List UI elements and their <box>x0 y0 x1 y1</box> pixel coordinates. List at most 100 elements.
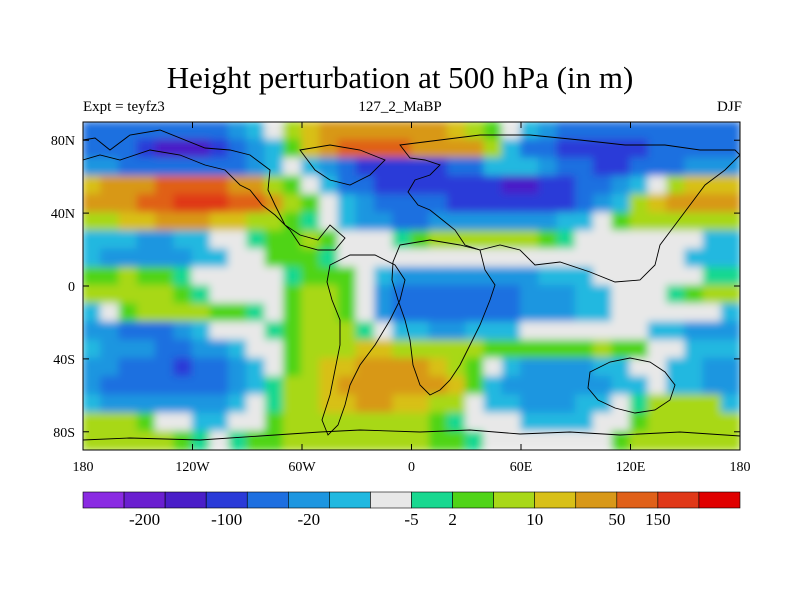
contour-cell <box>392 339 413 360</box>
contour-cell <box>355 376 376 397</box>
contour-cell <box>374 285 395 306</box>
contour-cell <box>593 157 614 178</box>
contour-cell <box>483 175 504 196</box>
contour-cell <box>501 266 522 287</box>
contour-cell <box>100 266 121 287</box>
contour-cell <box>611 175 632 196</box>
colorbar-swatch <box>246 491 289 509</box>
contour-cell <box>173 430 194 450</box>
contour-cell <box>666 303 687 324</box>
x-tick-label: 120W <box>175 460 210 475</box>
australia-outline <box>587 357 676 414</box>
contour-cell <box>593 357 614 379</box>
contour-cell <box>629 248 650 269</box>
contour-cell <box>209 175 230 196</box>
contour-cell <box>246 412 267 433</box>
contour-cell <box>209 412 230 433</box>
contour-cell <box>465 321 486 342</box>
contour-cell <box>574 339 595 360</box>
contour-cell <box>520 212 541 233</box>
contour-cell <box>136 139 157 160</box>
contour-cell <box>428 193 449 215</box>
contour-cell <box>264 430 285 450</box>
contour-cell <box>155 339 176 360</box>
contour-cell <box>410 430 431 450</box>
contour-cell <box>629 303 650 324</box>
contour-cell <box>100 394 121 415</box>
contour-cell <box>100 376 121 397</box>
contour-cell <box>556 303 577 324</box>
contour-cell <box>264 212 285 233</box>
contour-cell <box>538 357 559 379</box>
contour-cell <box>538 157 559 178</box>
contour-cell <box>684 212 705 233</box>
contour-cell <box>629 122 650 142</box>
contour-cell <box>556 357 577 379</box>
contour-cell <box>428 175 449 196</box>
contour-cell <box>264 321 285 342</box>
contour-cell <box>83 303 103 324</box>
contour-cell <box>83 285 103 306</box>
contour-cell <box>666 212 687 233</box>
contour-cell <box>574 157 595 178</box>
contour-cell <box>611 412 632 433</box>
contour-cell <box>647 139 668 160</box>
contour-cell <box>337 248 358 269</box>
contour-cell <box>374 394 395 415</box>
contour-cell <box>136 230 157 251</box>
contour-cell <box>301 266 322 287</box>
contour-cell <box>83 248 103 269</box>
contour-cell <box>702 266 723 287</box>
contour-cell <box>538 321 559 342</box>
contour-cell <box>392 412 413 433</box>
contour-cell <box>428 212 449 233</box>
contour-cell <box>118 157 139 178</box>
contour-cell <box>191 175 212 196</box>
contour-cell <box>282 412 303 433</box>
contour-cell <box>228 139 249 160</box>
contour-cell <box>501 412 522 433</box>
contour-cell <box>173 230 194 251</box>
contour-cell <box>611 303 632 324</box>
contour-cell <box>392 139 413 160</box>
contour-cell <box>100 230 121 251</box>
contour-cell <box>282 394 303 415</box>
contour-cell <box>282 230 303 251</box>
contour-cell <box>264 122 285 142</box>
contour-cell <box>501 321 522 342</box>
contour-cell <box>301 139 322 160</box>
contour-cell <box>520 193 541 215</box>
contour-cell <box>556 412 577 433</box>
contour-cell <box>301 412 322 433</box>
contour-cell <box>282 303 303 324</box>
contour-cell <box>483 230 504 251</box>
contour-cell <box>629 193 650 215</box>
x-tick-label: 120E <box>616 460 646 475</box>
contour-cell <box>447 303 468 324</box>
contour-cell <box>83 430 103 450</box>
contour-cell <box>246 175 267 196</box>
colorbar-label: 150 <box>645 510 671 529</box>
contour-cell <box>465 193 486 215</box>
contour-cell <box>720 430 740 450</box>
contour-cell <box>410 193 431 215</box>
contour-cell <box>301 248 322 269</box>
contour-cell <box>556 285 577 306</box>
contour-cell <box>520 157 541 178</box>
contour-cell <box>374 157 395 178</box>
time-period-label: 127_2_MaBP <box>358 99 442 115</box>
contour-cell <box>355 394 376 415</box>
contour-cell <box>501 339 522 360</box>
contour-cell <box>702 175 723 196</box>
contour-cell <box>374 357 395 379</box>
contour-cell <box>155 321 176 342</box>
contour-cell <box>702 394 723 415</box>
contour-cell <box>720 157 740 178</box>
contour-cell <box>155 139 176 160</box>
contour-cell <box>374 339 395 360</box>
colorbar-label: 10 <box>526 510 543 529</box>
contour-cell <box>611 157 632 178</box>
contour-cell <box>556 394 577 415</box>
contour-cell <box>100 357 121 379</box>
contour-cell <box>392 175 413 196</box>
